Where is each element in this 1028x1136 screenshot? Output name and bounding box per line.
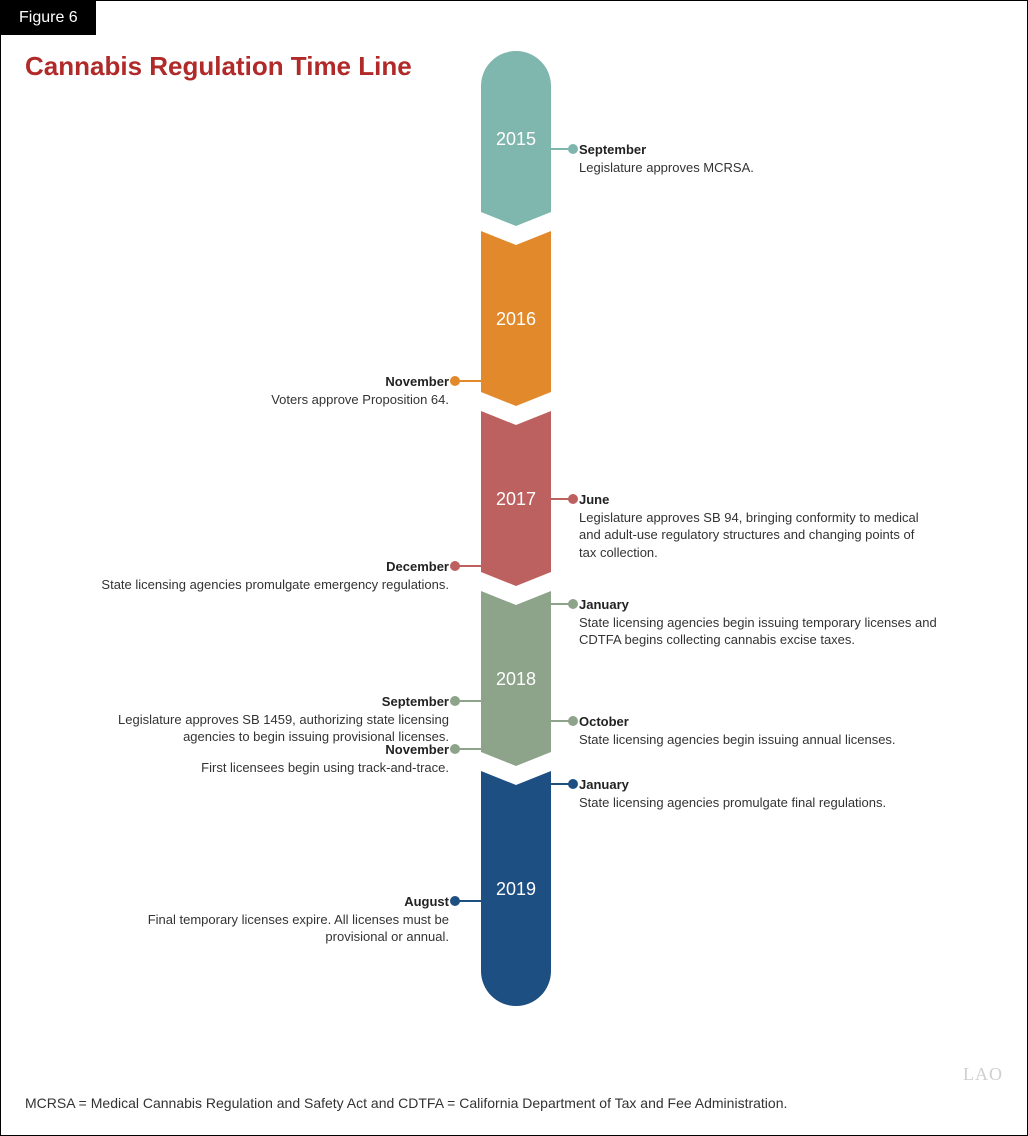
timeline-event: SeptemberLegislature approves SB 1459, a… <box>99 693 449 746</box>
year-label: 2018 <box>496 669 536 690</box>
connector-dot <box>568 779 578 789</box>
timeline-event: JanuaryState licensing agencies begin is… <box>579 596 959 649</box>
event-month: January <box>579 596 959 614</box>
event-description: State licensing agencies promulgate fina… <box>579 794 939 812</box>
connector-dot <box>568 716 578 726</box>
event-description: State licensing agencies begin issuing a… <box>579 731 939 749</box>
timeline-segment: 2018 <box>481 591 551 766</box>
page-title: Cannabis Regulation Time Line <box>25 51 412 82</box>
event-month: January <box>579 776 939 794</box>
footnote: MCRSA = Medical Cannabis Regulation and … <box>25 1095 787 1111</box>
timeline-event: NovemberFirst licensees begin using trac… <box>129 741 449 776</box>
timeline-segment: 2015 <box>481 51 551 226</box>
event-month: September <box>99 693 449 711</box>
event-description: State licensing agencies begin issuing t… <box>579 614 959 649</box>
timeline-segment: 2016 <box>481 231 551 406</box>
timeline-column: 2015 2016 2017 2018 2019 <box>481 51 551 1011</box>
connector-dot <box>450 376 460 386</box>
figure-label: Figure 6 <box>1 1 96 35</box>
connector-dot <box>450 896 460 906</box>
event-description: State licensing agencies promulgate emer… <box>49 576 449 594</box>
event-month: November <box>169 373 449 391</box>
watermark: LAO <box>963 1064 1003 1085</box>
event-description: Final temporary licenses expire. All lic… <box>129 911 449 946</box>
timeline-event: JuneLegislature approves SB 94, bringing… <box>579 491 919 561</box>
connector-dot <box>568 494 578 504</box>
timeline-event: AugustFinal temporary licenses expire. A… <box>129 893 449 946</box>
connector-dot <box>450 744 460 754</box>
timeline-segment: 2017 <box>481 411 551 586</box>
event-description: First licensees begin using track-and-tr… <box>129 759 449 777</box>
year-label: 2017 <box>496 489 536 510</box>
timeline-event: SeptemberLegislature approves MCRSA. <box>579 141 909 176</box>
connector-dot <box>450 696 460 706</box>
timeline-segment: 2019 <box>481 771 551 1006</box>
event-month: December <box>49 558 449 576</box>
year-label: 2016 <box>496 309 536 330</box>
event-month: June <box>579 491 919 509</box>
timeline-event: NovemberVoters approve Proposition 64. <box>169 373 449 408</box>
year-label: 2019 <box>496 879 536 900</box>
timeline-event: JanuaryState licensing agencies promulga… <box>579 776 939 811</box>
event-month: August <box>129 893 449 911</box>
timeline-event: OctoberState licensing agencies begin is… <box>579 713 939 748</box>
event-month: November <box>129 741 449 759</box>
connector-dot <box>450 561 460 571</box>
event-month: October <box>579 713 939 731</box>
event-description: Voters approve Proposition 64. <box>169 391 449 409</box>
event-month: September <box>579 141 909 159</box>
connector-dot <box>568 144 578 154</box>
timeline-event: DecemberState licensing agencies promulg… <box>49 558 449 593</box>
event-description: Legislature approves SB 94, bringing con… <box>579 509 919 562</box>
event-description: Legislature approves MCRSA. <box>579 159 909 177</box>
year-label: 2015 <box>496 129 536 150</box>
connector-dot <box>568 599 578 609</box>
